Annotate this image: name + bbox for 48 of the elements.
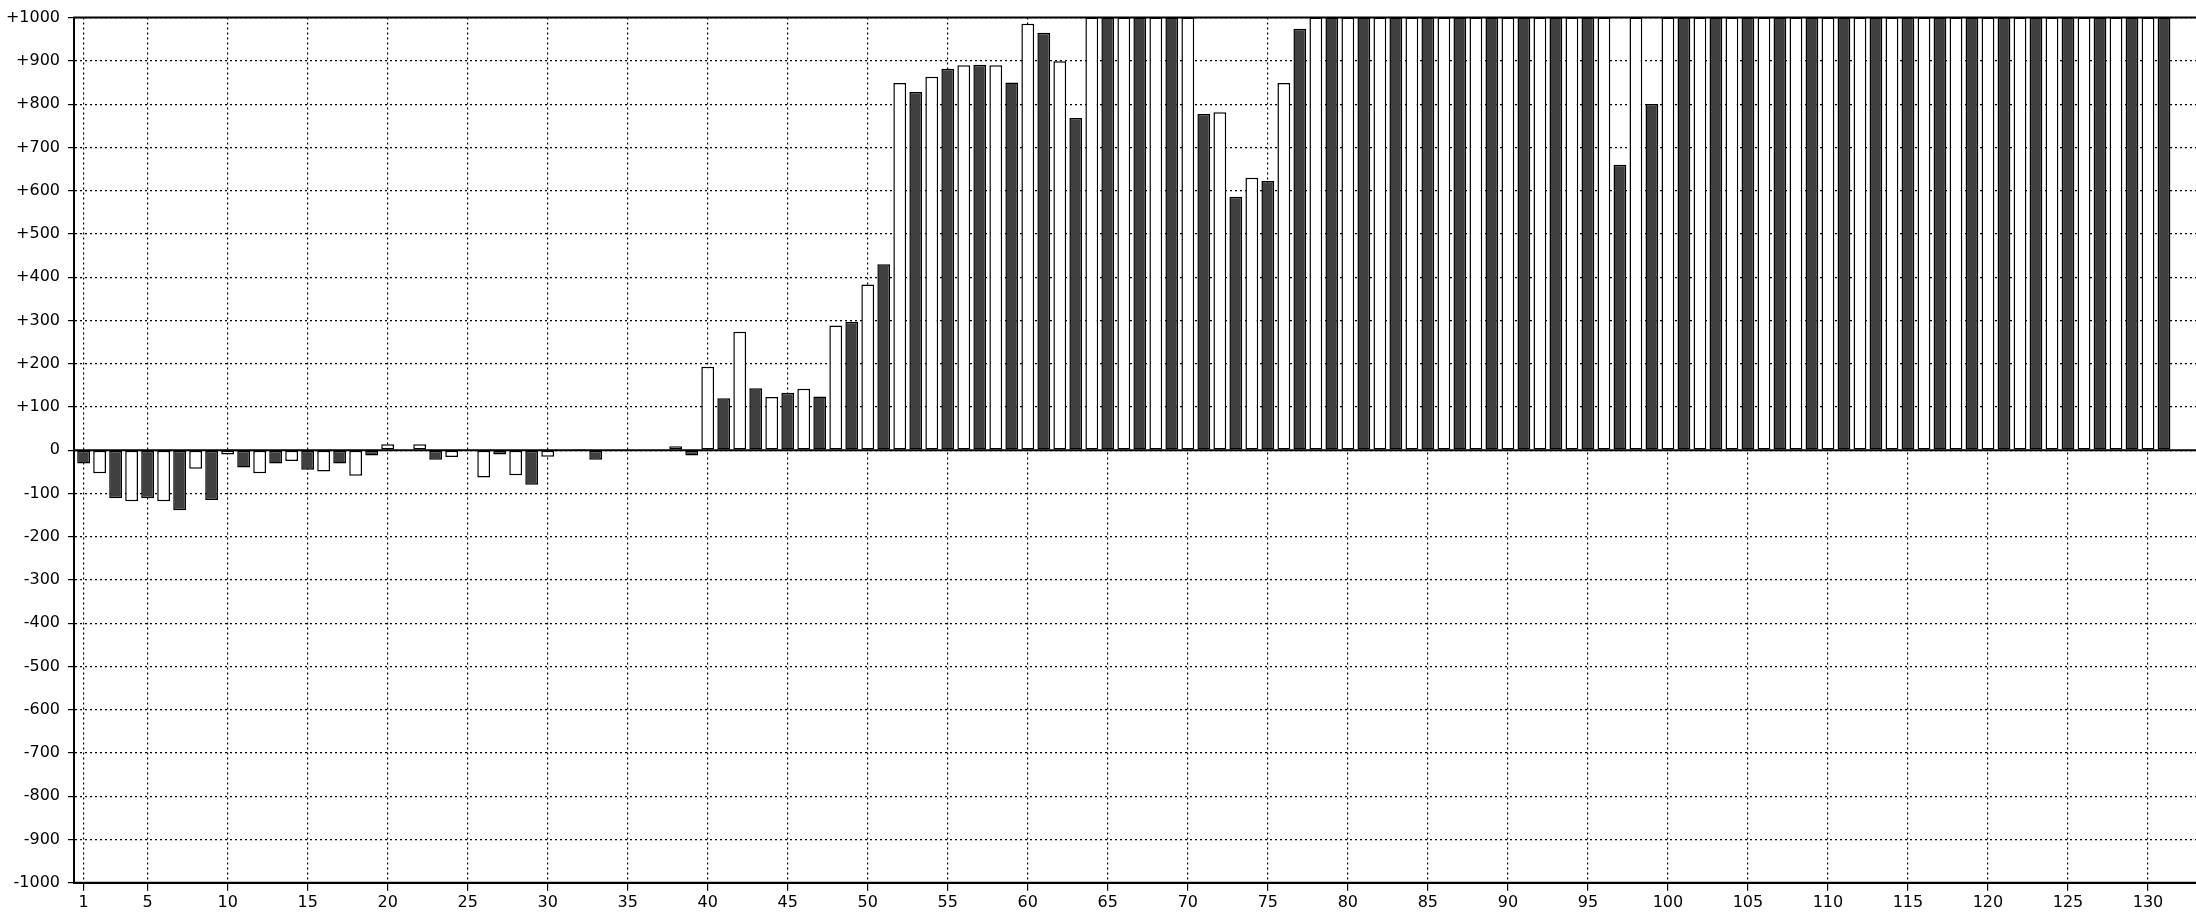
- x-tick-label: 80: [1337, 891, 1359, 911]
- y-tick-label: +200: [16, 352, 60, 372]
- x-tick-label: 120: [1972, 891, 2004, 911]
- y-tick-label: -700: [23, 742, 60, 762]
- x-tick-label: 60: [1017, 891, 1038, 911]
- y-tick-label: +1000: [5, 6, 60, 26]
- y-tick-label: +700: [16, 136, 60, 156]
- x-tick-label: 115: [1892, 891, 1924, 911]
- x-tick-label: 45: [777, 891, 798, 911]
- x-tick-label: 65: [1097, 891, 1118, 911]
- y-tick-label: -100: [23, 482, 60, 502]
- x-tick-label: 70: [1177, 891, 1198, 911]
- x-tick-label: 40: [697, 891, 718, 911]
- x-tick-label: 5: [142, 891, 153, 911]
- x-tick-label: 100: [1652, 891, 1684, 911]
- y-tick-label: -800: [23, 785, 60, 805]
- y-tick-label: -200: [23, 525, 60, 545]
- y-tick-label: -900: [23, 828, 60, 848]
- x-tick-label: 20: [377, 891, 398, 911]
- y-tick-label: +600: [16, 179, 60, 199]
- x-tick-label: 30: [537, 891, 558, 911]
- x-tick-label: 110: [1812, 891, 1844, 911]
- y-tick-label: 0: [49, 439, 60, 459]
- x-tick-label: 10: [217, 891, 238, 911]
- x-tick-label: 75: [1257, 891, 1278, 911]
- y-tick-label: +800: [16, 93, 60, 113]
- x-tick-label: 125: [2052, 891, 2084, 911]
- x-tick-label: 25: [457, 891, 478, 911]
- x-tick-label: 130: [2132, 891, 2164, 911]
- y-tick-label: -300: [23, 569, 60, 589]
- x-tick-label: 1: [78, 891, 89, 911]
- x-tick-label: 95: [1577, 891, 1599, 911]
- x-tick-label: 85: [1417, 891, 1439, 911]
- y-tick-label: -400: [23, 612, 60, 632]
- y-tick-label: -500: [23, 655, 60, 675]
- x-tick-label: 55: [937, 891, 958, 911]
- y-tick-label: +300: [16, 309, 60, 329]
- y-tick-label: +100: [16, 396, 60, 416]
- y-tick-label: -1000: [13, 871, 60, 891]
- y-tick-label: +400: [16, 266, 60, 286]
- x-tick-label: 50: [857, 891, 878, 911]
- y-tick-label: +900: [16, 50, 60, 70]
- x-tick-label: 15: [297, 891, 318, 911]
- x-tick-label: 35: [617, 891, 638, 911]
- y-tick-label: +500: [16, 223, 60, 243]
- x-tick-label: 105: [1732, 891, 1764, 911]
- y-tick-label: -600: [23, 698, 60, 718]
- x-tick-label: 90: [1497, 891, 1519, 911]
